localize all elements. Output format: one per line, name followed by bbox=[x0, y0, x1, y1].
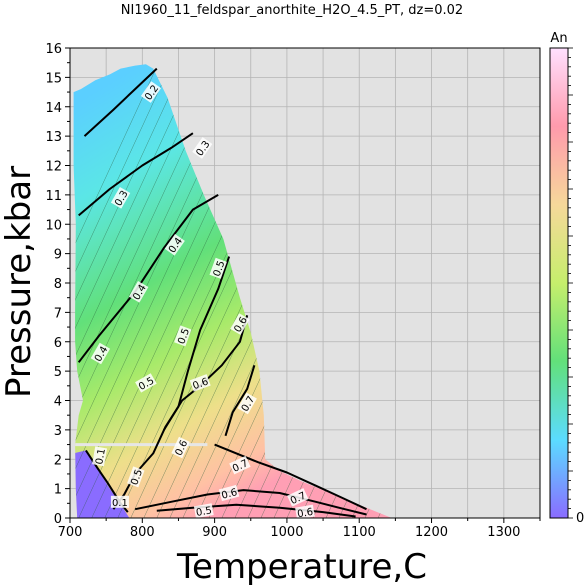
contour-label-text: 0.5 bbox=[212, 259, 228, 278]
x-tick-label: 800 bbox=[130, 525, 155, 540]
y-tick-label: 14 bbox=[45, 101, 62, 116]
contour-line-0.5 bbox=[156, 503, 356, 518]
contour-label-text: 0.1 bbox=[112, 498, 128, 509]
contour-line-0.7 bbox=[214, 443, 367, 511]
hatch-line bbox=[73, 64, 192, 518]
contour-label-text: 0.6 bbox=[296, 507, 314, 521]
contour-label-text: 0.5 bbox=[195, 505, 213, 519]
y-tick-label: 16 bbox=[45, 42, 62, 57]
contour-line-0.2 bbox=[83, 67, 158, 137]
y-tick-label: 13 bbox=[45, 130, 62, 145]
y-tick-label: 8 bbox=[54, 277, 62, 292]
colorbar-min-label: 0 bbox=[576, 511, 584, 526]
y-tick-label: 11 bbox=[45, 189, 62, 204]
y-tick-label: 7 bbox=[54, 306, 62, 321]
contour-label-text: 0.6 bbox=[191, 376, 210, 392]
contour-label-text: 0.6 bbox=[220, 487, 238, 502]
contour-label-text: 0.5 bbox=[176, 327, 192, 346]
y-tick-label: 9 bbox=[54, 248, 62, 263]
colorbar-label: An bbox=[550, 31, 567, 46]
contour-label: 0.6 bbox=[295, 504, 315, 521]
y-tick-label: 6 bbox=[54, 336, 62, 351]
contour-line-0.6 bbox=[134, 489, 367, 516]
y-tick-label: 1 bbox=[54, 483, 62, 498]
x-tick-label: 1300 bbox=[487, 525, 520, 540]
colorbar bbox=[549, 47, 569, 519]
contour-line-0.7 bbox=[224, 365, 256, 437]
contour-label: 0.6 bbox=[189, 374, 211, 392]
y-tick-label: 12 bbox=[45, 160, 62, 175]
contour-label: 0.5 bbox=[174, 325, 192, 347]
contour-line-0.4 bbox=[77, 194, 219, 363]
contour-label-text: 0.5 bbox=[129, 468, 145, 487]
x-tick-label: 900 bbox=[202, 525, 227, 540]
y-tick-label: 10 bbox=[45, 218, 62, 233]
colorbar-ticks bbox=[568, 47, 573, 519]
contour-label-text: 0.1 bbox=[94, 448, 108, 466]
y-tick-label: 5 bbox=[54, 365, 62, 380]
x-axis: 700 800 900 1000 1100 1200 1300 bbox=[58, 518, 541, 540]
contour-line-0.3 bbox=[78, 132, 194, 217]
contour-label: 0.5 bbox=[193, 503, 214, 519]
y-tick-label: 0 bbox=[54, 512, 62, 527]
contour-label: 0.6 bbox=[218, 484, 240, 502]
x-axis-label: Temperature,C bbox=[176, 547, 427, 587]
y-tick-label: 15 bbox=[45, 71, 62, 86]
hatch-line bbox=[73, 64, 205, 518]
y-tick-label: 2 bbox=[54, 453, 62, 468]
hatch-line bbox=[73, 64, 179, 518]
x-tick-label: 1100 bbox=[343, 525, 376, 540]
y-axis-label: Pressure,kbar bbox=[0, 166, 39, 398]
contour-label: 0.5 bbox=[127, 466, 145, 488]
contour-label: 0.5 bbox=[209, 257, 228, 279]
x-tick-label: 1200 bbox=[415, 525, 448, 540]
y-tick-label: 4 bbox=[54, 395, 62, 410]
x-tick-label: 700 bbox=[58, 525, 83, 540]
contour-line-0.6 bbox=[163, 315, 249, 431]
chart-title: NI1960_11_feldspar_anorthite_H2O_4.5_PT,… bbox=[121, 3, 463, 18]
contour-label: 0.1 bbox=[110, 495, 129, 509]
hatch-line bbox=[73, 64, 166, 518]
y-tick-label: 3 bbox=[54, 424, 62, 439]
x-tick-label: 1000 bbox=[270, 525, 303, 540]
composition-field bbox=[73, 64, 392, 518]
contour-label: 0.1 bbox=[92, 446, 108, 467]
